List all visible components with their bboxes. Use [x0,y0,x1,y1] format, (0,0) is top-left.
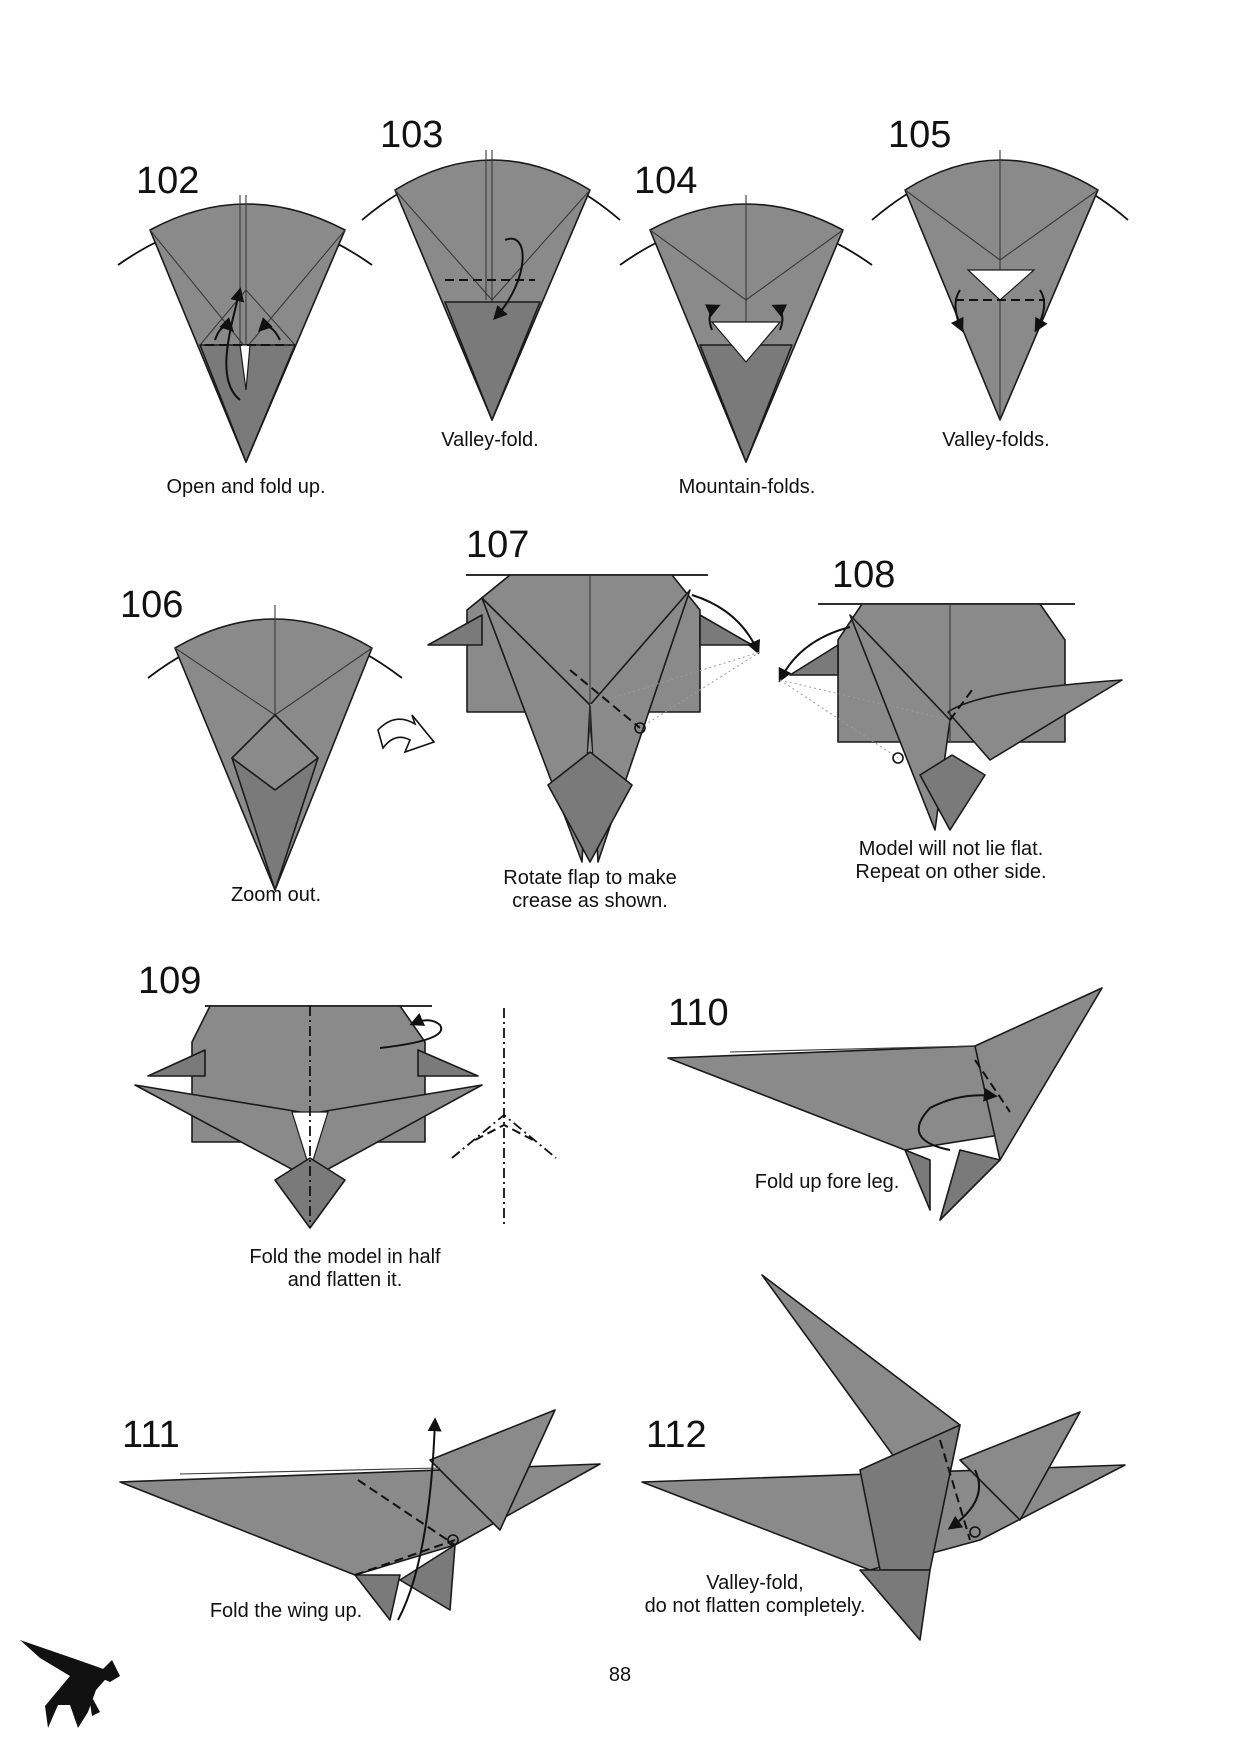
step-caption: Mountain-folds. [678,476,816,498]
step-caption: Fold up fore leg. [754,1171,900,1193]
step-number: 110 [668,992,729,1034]
step-111-figure [119,1409,601,1621]
step-104-figure [619,195,873,463]
step-number: 107 [466,524,530,566]
step-caption: Valley-fold, do not flatten completely. [644,1572,866,1617]
step-number: 108 [832,554,896,596]
step-caption: Valley-fold. [441,429,539,451]
step-number: 105 [888,114,952,156]
step-number: 104 [634,160,698,202]
zoom-out-arrow-icon [377,714,436,754]
step-110-figure [667,987,1103,1221]
step-caption: Open and fold up. [166,476,326,498]
step-caption: Zoom out. [230,884,322,906]
step-109-figure [134,1005,557,1229]
step-105-figure [871,150,1129,421]
step-103-figure [361,150,621,421]
step-number: 103 [380,114,444,156]
step-112-figure [641,1274,1126,1641]
step-number: 106 [120,584,184,626]
step-caption: Rotate flap to make crease as shown. [503,867,677,912]
step-caption: Fold the wing up. [209,1600,363,1622]
step-number: 109 [138,960,202,1002]
step-108-figure [778,603,1123,831]
page-number: 88 [608,1664,632,1686]
step-107-figure [427,574,761,863]
step-106-figure [147,605,403,891]
step-number: 111 [122,1414,180,1456]
step-caption: Model will not lie flat. Repeat on other… [855,838,1047,883]
step-number: 112 [646,1414,707,1456]
step-102-figure [117,195,373,463]
step-caption: Valley-folds. [942,429,1050,451]
step-number: 102 [136,160,200,202]
pegasus-silhouette-icon [20,1640,120,1728]
step-caption: Fold the model in half and flatten it. [249,1246,441,1291]
